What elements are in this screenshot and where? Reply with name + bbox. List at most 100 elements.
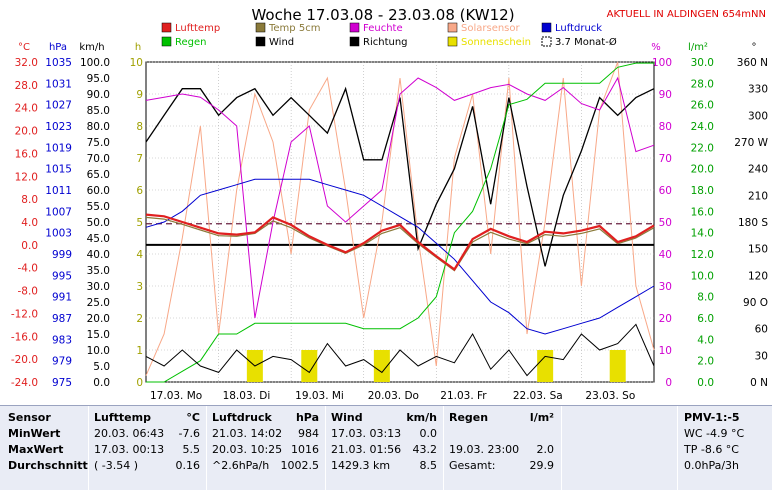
direction-tick-label: 330 xyxy=(748,84,768,96)
temp-tick-label: 20.0 xyxy=(15,126,38,138)
airtemp-header: Lufttemp xyxy=(94,411,151,424)
temp-tick-label: -20.0 xyxy=(11,354,38,366)
pressure-tick-label: 1003 xyxy=(45,228,72,240)
wind-tick-label: 30.0 xyxy=(87,281,110,293)
humidity-tick-label: 80 xyxy=(659,121,672,133)
pressure-tick-label: 995 xyxy=(52,270,72,282)
direction-tick-label: 30 xyxy=(755,350,768,362)
avg-label: Durchschnitt xyxy=(8,459,88,472)
wind-tick-label: 45.0 xyxy=(87,233,110,245)
airtemp-max: 5.5 xyxy=(182,443,201,456)
hours-tick-label: 1 xyxy=(136,345,143,357)
wind-avg: 8.5 xyxy=(419,459,438,472)
wind-tick-label: 95.0 xyxy=(87,73,110,85)
wind-tick-label: 10.0 xyxy=(87,345,110,357)
legend-label-0: Lufttemp xyxy=(175,23,220,34)
rain-tick-label: 22.0 xyxy=(691,142,714,154)
pressure-header: Luftdruck xyxy=(212,411,272,424)
legend-label-3: Solarsensor xyxy=(461,23,521,34)
pressure-tick-label: 1011 xyxy=(45,185,72,197)
wind-header: Wind xyxy=(331,411,363,424)
airtemp-trend: ( -3.54 ) xyxy=(94,459,139,472)
airtemp-max-time: 17.03. 00:13 xyxy=(94,443,165,456)
pressure-avg: 1002.5 xyxy=(280,459,320,472)
rain-tick-label: 8.0 xyxy=(697,292,714,304)
legend-swatch-4 xyxy=(541,22,552,33)
pressure-max: 1016 xyxy=(291,443,319,456)
pressure-tick-label: 979 xyxy=(52,356,72,368)
pressure-min: 984 xyxy=(298,427,319,440)
humidity-tick-label: 0 xyxy=(665,377,672,389)
rain-tick-label: 24.0 xyxy=(691,121,714,133)
wind-tick-label: 60.0 xyxy=(87,185,110,197)
chart-legend: Lufttemp Temp 5cm Feuchte Solarsensor Luftdr… xyxy=(161,22,617,48)
sunshine-bar xyxy=(609,350,626,382)
weather-chart: Woche 17.03.08 - 23.03.08 (KW12) AKTUELL… xyxy=(11,6,769,402)
axis-units: °C hPa km/h h% l/m² ° xyxy=(18,42,756,53)
x-tick-label: 22.03. Sa xyxy=(513,390,563,402)
pressure-tick-label: 1023 xyxy=(45,121,72,133)
humidity-tick-label: 10 xyxy=(659,345,672,357)
axis-unit-1: hPa xyxy=(49,42,67,53)
wind-min: 0.0 xyxy=(419,427,438,440)
temp-tick-label: -8.0 xyxy=(18,286,39,298)
legend-swatch-2 xyxy=(349,22,360,33)
windchill-value: WC -4.9 °C xyxy=(684,427,745,440)
axis-unit-6: ° xyxy=(752,42,757,53)
wind-column: Wind km/h 17.03. 03:13 0.0 21.03. 01:56 43.… xyxy=(331,410,437,474)
pressure-min-time: 21.03. 14:02 xyxy=(212,427,283,440)
legend-label-7: Richtung xyxy=(363,37,408,48)
pressure-tick-label: 1031 xyxy=(45,78,72,90)
wind-tick-label: 85.0 xyxy=(87,105,110,117)
x-tick-label: 20.03. Do xyxy=(368,390,419,402)
sensor-header: Sensor xyxy=(8,411,51,424)
hours-tick-label: 2 xyxy=(136,313,143,325)
pressure-unit: hPa xyxy=(295,411,319,424)
rain-unit: l/m² xyxy=(529,411,554,424)
wind-tick-label: 55.0 xyxy=(87,201,110,213)
series-line-temp-5cm xyxy=(145,216,655,272)
wind-min-time: 17.03. 03:13 xyxy=(331,427,402,440)
direction-tick-label: 360 N xyxy=(737,57,768,69)
direction-tick-label: 270 W xyxy=(734,137,768,149)
series-line-feuchte xyxy=(145,76,655,319)
rain-tick-label: 28.0 xyxy=(691,78,714,90)
airtemp-avg: 0.16 xyxy=(175,459,201,472)
direction-tick-label: 180 S xyxy=(738,217,768,229)
chart-title: Woche 17.03.08 - 23.03.08 (KW12) xyxy=(251,6,514,24)
temp-tick-label: -24.0 xyxy=(11,377,38,389)
airtemp-min: -7.6 xyxy=(178,427,200,440)
wind-tick-label: 25.0 xyxy=(87,297,110,309)
rain-tick-label: 30.0 xyxy=(691,57,714,69)
min-label: MinWert xyxy=(8,427,61,440)
axis-unit-3: h xyxy=(135,42,141,53)
rain-tick-label: 0.0 xyxy=(697,377,714,389)
direction-tick-label: 240 xyxy=(748,164,768,176)
humidity-tick-label: 20 xyxy=(659,313,672,325)
wind-tick-label: 15.0 xyxy=(87,329,110,341)
wind-tick-label: 35.0 xyxy=(87,265,110,277)
pressure-tick-label: 975 xyxy=(52,377,72,389)
legend-swatch-8 xyxy=(447,36,458,47)
pressure-tick-label: 983 xyxy=(52,334,72,346)
pmv-column: PMV-1:-5 WC -4.9 °C TP -8.6 °C 0.0hPa/3h xyxy=(684,410,768,474)
series-line-wind xyxy=(145,323,655,377)
wind-distance: 1429.3 km xyxy=(331,459,391,472)
rain-tick-label: 4.0 xyxy=(697,334,714,346)
rain-max: 2.0 xyxy=(536,443,555,456)
hours-tick-label: 10 xyxy=(130,57,143,69)
axis-unit-0: °C xyxy=(18,42,30,53)
direction-tick-label: 150 xyxy=(748,244,768,256)
sunshine-bar xyxy=(537,350,554,382)
pressure-column: Luftdruck hPa 21.03. 14:02 984 20.03. 10:2… xyxy=(212,410,319,474)
series-line-luftdruck xyxy=(145,178,655,335)
pressure-tick-label: 999 xyxy=(52,249,72,261)
plot-area xyxy=(145,61,655,383)
direction-tick-label: 90 O xyxy=(743,297,768,309)
series-line-solarsensor xyxy=(145,61,655,376)
axis-unit-2: km/h xyxy=(79,42,104,53)
pressure-tick-label: 1027 xyxy=(45,100,72,112)
series-line-regen xyxy=(146,62,654,383)
wind-tick-label: 70.0 xyxy=(87,153,110,165)
x-tick-label: 17.03. Mo xyxy=(150,390,202,402)
